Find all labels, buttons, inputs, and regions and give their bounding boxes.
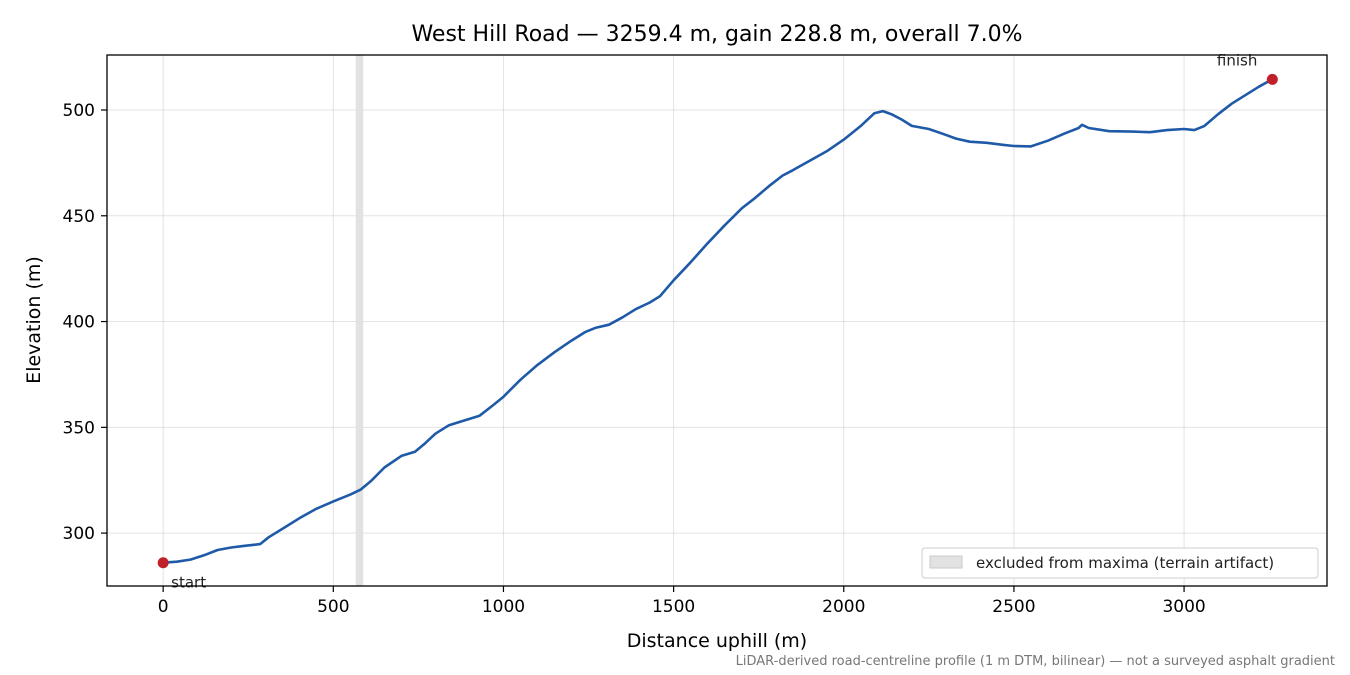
x-tick-label: 0: [158, 597, 169, 617]
chart-title: West Hill Road — 3259.4 m, gain 228.8 m,…: [411, 22, 1022, 47]
x-tick-label: 2000: [822, 597, 865, 617]
y-axis-label: Elevation (m): [23, 256, 45, 384]
x-tick-label: 1500: [652, 597, 695, 617]
endpoint-label-finish: finish: [1217, 51, 1257, 69]
endpoint-finish: [1266, 73, 1278, 85]
legend-label: excluded from maxima (terrain artifact): [976, 554, 1274, 572]
endpoint-start: [157, 557, 169, 569]
footnote: LiDAR-derived road-centreline profile (1…: [736, 654, 1335, 669]
x-tick-label: 2500: [992, 597, 1035, 617]
x-tick-label: 1000: [482, 597, 525, 617]
legend-box: [921, 547, 1319, 579]
y-tick-label: 300: [63, 524, 95, 544]
y-tick-label: 450: [63, 207, 95, 227]
legend: excluded from maxima (terrain artifact): [921, 547, 1319, 579]
y-tick-label: 500: [63, 101, 95, 121]
endpoint-label-start: start: [171, 574, 206, 592]
endpoint-markers: start finish: [157, 51, 1278, 592]
grid: [107, 55, 1327, 586]
y-tick-label: 350: [63, 418, 95, 438]
elevation-line: [163, 78, 1273, 564]
x-tick-label: 500: [317, 597, 349, 617]
excluded-band: [355, 55, 364, 586]
y-tick-label: 400: [63, 313, 95, 333]
x-tick-label: 3000: [1162, 597, 1205, 617]
legend-swatch: [929, 555, 963, 569]
x-axis-label: Distance uphill (m): [627, 630, 807, 652]
plot-frame: [106, 54, 1328, 587]
y-axis: 300 350 400 450 500: [63, 101, 107, 544]
x-axis: 0 500 1000 1500 2000 2500 3000: [158, 586, 1206, 617]
